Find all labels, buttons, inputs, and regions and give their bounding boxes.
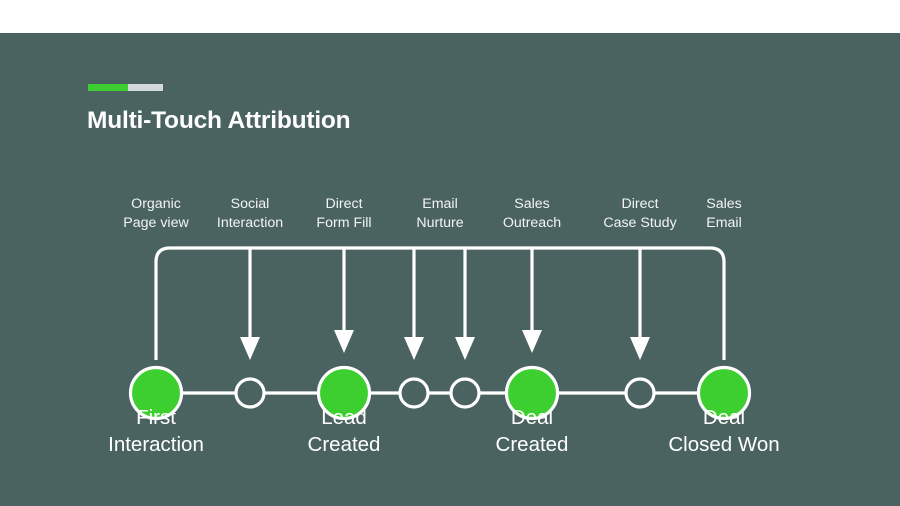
top-white-band	[0, 0, 900, 33]
bracket-rail	[154, 246, 726, 360]
touchpoint-label-line1: Organic	[131, 196, 181, 212]
stage-label-line1: First	[136, 406, 176, 429]
stage-label-deal-closed-won: Deal Closed Won	[668, 404, 779, 458]
stage-label-line1: Deal	[702, 406, 746, 429]
touchpoint-label-line1: Email	[422, 196, 458, 212]
touchpoint-label-line2: Interaction	[216, 214, 284, 231]
node-touchpoint-sales-outreach[interactable]	[449, 377, 481, 409]
accent-bar	[88, 84, 163, 91]
touchpoint-label-line1: Direct	[621, 196, 659, 212]
attribution-flow-diagram	[128, 246, 752, 421]
arrow-direct-case-study	[630, 248, 650, 360]
touchpoint-label-line2: Case Study	[603, 214, 677, 231]
node-first-interaction[interactable]	[128, 365, 184, 421]
stage-label-line1: Lead	[321, 406, 367, 429]
touchpoint-label-line1: Sales	[706, 196, 742, 212]
stage-label-line1: Deal	[510, 406, 554, 429]
slide-canvas: Multi-Touch Attribution	[0, 33, 900, 506]
arrow-email-nurture	[404, 248, 424, 360]
touchpoint-label-line2: Email	[706, 214, 742, 231]
touchpoint-label-line2: Nurture	[416, 214, 464, 231]
touchpoint-label-sales-email: Sales Email	[706, 195, 742, 232]
node-touchpoint-direct-case-study[interactable]	[624, 377, 656, 409]
touchpoint-label-line1: Direct	[325, 196, 363, 212]
journey-nodes	[128, 365, 752, 421]
touchpoint-label-line2: Form Fill	[316, 214, 372, 231]
touchpoint-label-line2: Page view	[123, 214, 189, 231]
touchpoint-label-line2: Outreach	[502, 214, 562, 231]
node-touchpoint-social-interaction[interactable]	[234, 377, 266, 409]
touchpoint-label-direct-case-study: Direct Case Study	[603, 195, 676, 232]
touchpoint-label-organic-page-view: Organic Page view	[123, 195, 188, 232]
node-touchpoint-email-nurture[interactable]	[398, 377, 430, 409]
stage-label-line2: Interaction	[108, 433, 204, 456]
accent-bar-green-segment	[88, 84, 128, 91]
stage-label-line2: Created	[307, 433, 381, 456]
node-lead-created[interactable]	[316, 365, 372, 421]
stage-label-lead-created: Lead Created	[308, 404, 381, 458]
touchpoint-label-direct-form-fill: Direct Form Fill	[316, 195, 371, 232]
touchpoint-label-line1: Social	[230, 196, 270, 212]
accent-bar-gray-segment	[128, 84, 163, 91]
arrow-sales-outreach	[522, 248, 542, 353]
arrow-direct-form-fill	[334, 248, 354, 353]
page-title: Multi-Touch Attribution	[87, 107, 351, 134]
arrow-social-interaction	[240, 248, 260, 360]
touchpoint-label-line1: Sales	[514, 196, 550, 212]
stage-label-first-interaction: First Interaction	[108, 404, 204, 458]
arrow-sales-outreach-minor	[455, 248, 475, 360]
touchpoint-label-email-nurture: Email Nurture	[416, 195, 463, 232]
node-deal-created[interactable]	[504, 365, 560, 421]
touchpoint-label-social-interaction: Social Interaction	[217, 195, 283, 232]
touchpoint-label-sales-outreach: Sales Outreach	[503, 195, 561, 232]
stage-label-deal-created: Deal Created	[496, 404, 569, 458]
node-deal-closed-won[interactable]	[696, 365, 752, 421]
stage-label-line2: Closed Won	[668, 433, 780, 456]
stage-label-line2: Created	[495, 433, 569, 456]
touchpoint-arrows	[240, 248, 650, 360]
